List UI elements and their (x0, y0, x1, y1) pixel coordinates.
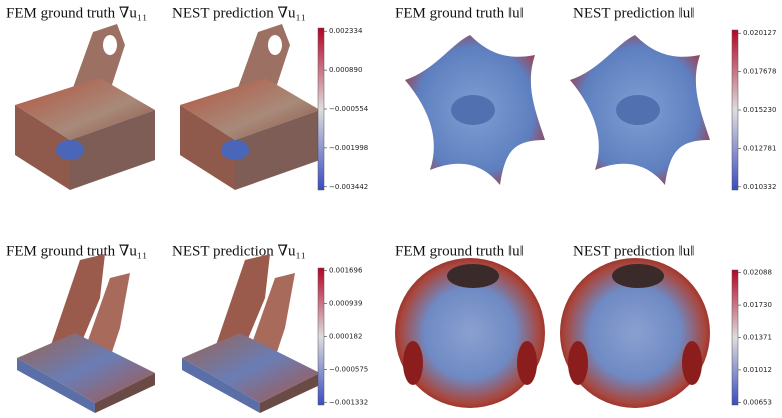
part-face (260, 373, 320, 413)
panel-title: NEST prediction ‖u‖ (573, 243, 694, 259)
colorbar-tick-label: 0.010332 (743, 183, 776, 191)
panel-title: FEM ground truth ‖u‖ (395, 5, 524, 21)
panel-title: NEST prediction ‖u‖ (573, 5, 694, 21)
lattice-hole (517, 341, 537, 385)
part-face (215, 254, 270, 358)
part-face (180, 105, 235, 190)
colorbar-tick-label: −0.003442 (329, 183, 368, 191)
lattice (395, 258, 545, 408)
colorbar-tick-label: 0.00653 (743, 398, 772, 406)
colorbar-tick-label: 0.02088 (743, 269, 772, 277)
colorbar-tick-label: 0.017678 (743, 68, 776, 76)
part-face (70, 110, 155, 190)
part-face (50, 254, 105, 358)
lattice-hole (447, 264, 499, 288)
colorbar-tick-label: 0.015230 (743, 106, 776, 114)
part-hole (56, 140, 84, 160)
lattice-hole (403, 341, 423, 385)
lattice-hole (568, 341, 588, 385)
part-face (15, 78, 155, 140)
panel-title: NEST prediction ∇u₁₁ (172, 5, 306, 21)
part-face (182, 358, 260, 413)
lattice-hole (616, 95, 660, 125)
colorbar-tick-label: 0.002334 (329, 27, 363, 35)
colorbar-tick-label: −0.000575 (329, 365, 368, 373)
lattice-hole (451, 95, 495, 125)
lattice-hole (612, 264, 664, 288)
colorbar-tick-label: 0.01730 (743, 301, 772, 309)
part-face (180, 78, 320, 140)
colorbar (731, 29, 739, 191)
part-face (182, 333, 320, 403)
part-face (17, 333, 155, 403)
colorbar-tick-label: 0.01012 (743, 366, 772, 374)
colorbar-tick-label: −0.000554 (329, 105, 369, 113)
part-hole (103, 35, 117, 55)
colorbar-tick-label: 0.020127 (743, 29, 776, 37)
lattice (560, 258, 710, 408)
panel-title: FEM ground truth ‖u‖ (395, 243, 524, 259)
panel-title: NEST prediction ∇u₁₁ (172, 243, 306, 259)
colorbar-tick-label: 0.000939 (329, 300, 362, 308)
part-hole (221, 140, 249, 160)
part-face (235, 110, 320, 190)
colorbar (317, 267, 325, 406)
colorbar-tick-label: 0.001696 (329, 267, 363, 275)
colorbar-tick-label: −0.001332 (329, 398, 368, 406)
colorbar-tick-label: 0.000890 (329, 66, 362, 74)
part-face (17, 358, 95, 413)
panel-title: FEM ground truth ∇u₁₁ (6, 5, 147, 21)
colorbar-tick-label: 0.012781 (743, 144, 776, 152)
colorbar-tick-label: −0.001998 (329, 144, 368, 152)
colorbar (731, 269, 739, 406)
lattice-hole (682, 341, 702, 385)
colorbar (317, 27, 325, 191)
part-hole (268, 35, 282, 55)
part-face (15, 105, 70, 190)
panel-title: FEM ground truth ∇u₁₁ (6, 243, 147, 259)
part-face (95, 373, 155, 413)
colorbar-tick-label: 0.000182 (329, 333, 362, 341)
colorbar-tick-label: 0.01371 (743, 334, 772, 342)
